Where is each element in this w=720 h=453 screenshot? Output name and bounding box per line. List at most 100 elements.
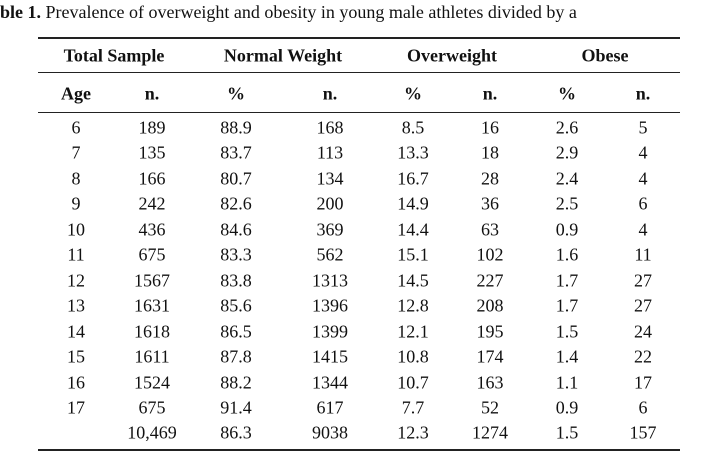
cell: 1631 bbox=[134, 295, 170, 316]
column-header: % bbox=[404, 83, 422, 104]
group-header: Obese bbox=[581, 45, 629, 66]
cell: 88.2 bbox=[220, 372, 252, 392]
cell: 83.7 bbox=[220, 142, 252, 163]
cell: 1.4 bbox=[555, 346, 579, 367]
cell: 11 bbox=[634, 244, 652, 265]
cell: 4 bbox=[638, 219, 648, 240]
cell: 14.9 bbox=[397, 193, 429, 214]
cell: 4 bbox=[638, 168, 648, 189]
cell: 12.8 bbox=[397, 295, 429, 316]
cell: 562 bbox=[316, 244, 344, 265]
total-cell: 9038 bbox=[312, 422, 348, 443]
cell: 4 bbox=[638, 142, 648, 163]
cell: 17 bbox=[67, 397, 85, 418]
column-header: Age bbox=[61, 83, 91, 104]
cell: 2.9 bbox=[555, 142, 579, 163]
cell: 1399 bbox=[312, 321, 348, 342]
cell: 10.8 bbox=[397, 346, 429, 367]
total-cell: 1274 bbox=[472, 422, 508, 443]
cell: 113 bbox=[316, 142, 344, 163]
cell: 27 bbox=[634, 295, 652, 316]
cell: 174 bbox=[476, 346, 504, 367]
cell: 200 bbox=[316, 193, 344, 214]
column-header: n. bbox=[322, 83, 338, 104]
cell: 1415 bbox=[312, 346, 348, 367]
cell: 6 bbox=[638, 193, 648, 214]
cell: 1.1 bbox=[555, 372, 579, 392]
cell: 80.7 bbox=[220, 168, 252, 189]
cell: 1313 bbox=[312, 270, 348, 291]
cell: 134 bbox=[316, 168, 344, 189]
cell: 7.7 bbox=[401, 397, 425, 418]
cell: 208 bbox=[476, 295, 504, 316]
cell: 1567 bbox=[134, 270, 170, 291]
cell: 0.9 bbox=[555, 219, 579, 240]
group-header: Total Sample bbox=[63, 45, 165, 66]
bottom-rule bbox=[38, 449, 680, 451]
cell: 18 bbox=[481, 142, 499, 163]
cell: 28 bbox=[481, 168, 499, 189]
cell: 135 bbox=[138, 142, 166, 163]
cell: 0.9 bbox=[555, 397, 579, 418]
cell: 36 bbox=[481, 193, 499, 214]
cell: 27 bbox=[634, 270, 652, 291]
cell: 1524 bbox=[134, 372, 170, 392]
caption-label: ble 1. bbox=[0, 2, 42, 22]
cell: 5 bbox=[638, 117, 648, 138]
cell: 1618 bbox=[134, 321, 170, 342]
column-header: % bbox=[227, 83, 245, 104]
cell: 2.6 bbox=[555, 117, 579, 138]
cell: 82.6 bbox=[220, 193, 252, 214]
cell: 10.7 bbox=[397, 372, 429, 392]
cell: 675 bbox=[138, 397, 166, 418]
cell: 2.5 bbox=[555, 193, 579, 214]
total-cell: 10,469 bbox=[127, 422, 177, 443]
cell: 22 bbox=[634, 346, 652, 367]
cell: 83.8 bbox=[220, 270, 252, 291]
cell: 13.3 bbox=[397, 142, 429, 163]
cell: 14 bbox=[67, 321, 85, 342]
cell: 242 bbox=[138, 193, 166, 214]
top-rule bbox=[38, 37, 680, 39]
cell: 436 bbox=[138, 219, 166, 240]
cell: 189 bbox=[138, 117, 166, 138]
column-header: % bbox=[558, 83, 576, 104]
cell: 227 bbox=[476, 270, 504, 291]
cell: 24 bbox=[634, 321, 652, 342]
total-cell: 12.3 bbox=[397, 422, 429, 443]
cell: 16 bbox=[481, 117, 499, 138]
cell: 6 bbox=[71, 117, 81, 138]
cell: 8.5 bbox=[401, 117, 425, 138]
group-header: Overweight bbox=[407, 45, 497, 66]
cell: 15 bbox=[67, 346, 85, 367]
cell: 63 bbox=[481, 219, 499, 240]
cell: 15.1 bbox=[397, 244, 429, 265]
cell: 369 bbox=[316, 219, 344, 240]
header-rule bbox=[38, 112, 680, 113]
cell: 1.7 bbox=[555, 295, 579, 316]
cell: 16 bbox=[67, 372, 85, 392]
cell: 195 bbox=[476, 321, 504, 342]
cell: 85.6 bbox=[220, 295, 252, 316]
cell: 14.5 bbox=[397, 270, 429, 291]
cell: 2.4 bbox=[555, 168, 579, 189]
group-rule bbox=[38, 72, 680, 73]
cell: 163 bbox=[476, 372, 504, 392]
column-header: n. bbox=[635, 83, 651, 104]
cell: 1.5 bbox=[555, 321, 579, 342]
column-header: n. bbox=[482, 83, 498, 104]
cell: 617 bbox=[316, 397, 344, 418]
cell: 52 bbox=[481, 397, 499, 418]
cell: 86.5 bbox=[220, 321, 252, 342]
cell: 17 bbox=[634, 372, 652, 392]
cell: 1.7 bbox=[555, 270, 579, 291]
cell: 91.4 bbox=[220, 397, 252, 418]
cell: 87.8 bbox=[220, 346, 252, 367]
cell: 1344 bbox=[312, 372, 348, 392]
caption-text: Prevalence of overweight and obesity in … bbox=[45, 2, 577, 22]
caption: ble 1. Prevalence of overweight and obes… bbox=[0, 2, 577, 23]
cell: 1611 bbox=[134, 346, 170, 367]
column-header: n. bbox=[144, 83, 160, 104]
cell: 675 bbox=[138, 244, 166, 265]
